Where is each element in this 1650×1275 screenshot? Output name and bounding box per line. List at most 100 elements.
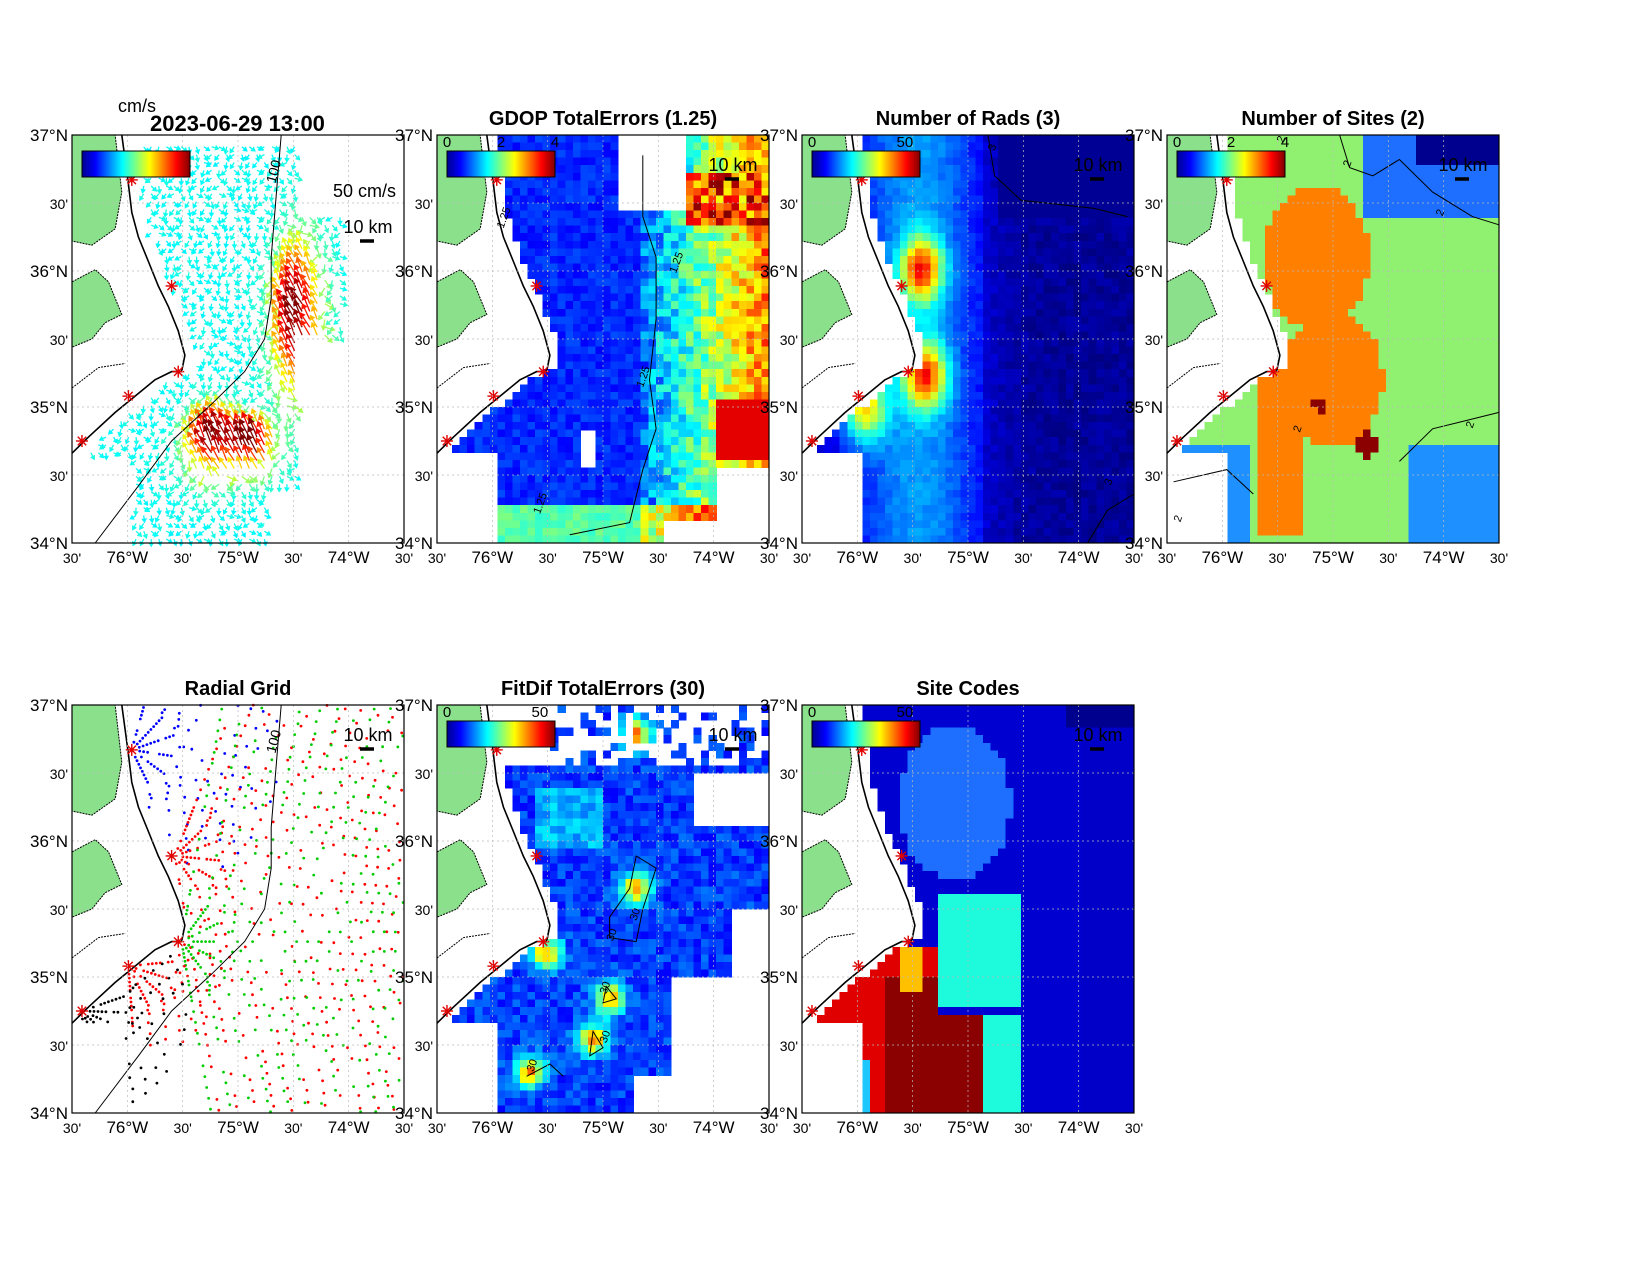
grid-cell — [998, 497, 1007, 506]
longitude-tick-label: 74°W — [1058, 548, 1100, 567]
grid-cell — [1028, 467, 1037, 476]
grid-cell — [618, 339, 627, 348]
grid-cell — [738, 437, 747, 446]
grid-cell — [655, 316, 664, 325]
grid-cell — [1310, 180, 1319, 189]
grid-cell — [968, 520, 977, 529]
grid-cell — [633, 437, 642, 446]
grid-cell — [663, 346, 672, 355]
grid-cell — [610, 203, 619, 212]
grid-cell — [1272, 180, 1281, 189]
grid-cell — [746, 233, 755, 242]
grid-cell — [1081, 520, 1090, 529]
grid-cell — [572, 376, 581, 385]
grid-cell — [907, 233, 916, 242]
grid-cell — [1118, 293, 1128, 302]
grid-cell — [930, 142, 939, 151]
grid-cell — [701, 346, 710, 355]
grid-cell — [504, 422, 514, 431]
grid-cell — [922, 278, 931, 287]
grid-cell — [648, 225, 657, 234]
current-vector — [186, 185, 193, 195]
grid-cell — [930, 437, 939, 446]
current-vector — [208, 209, 215, 218]
current-vector — [209, 201, 216, 210]
grid-cell — [1035, 323, 1045, 333]
grid-cell — [701, 497, 710, 506]
grid-cell — [968, 422, 977, 431]
grid-cell — [862, 475, 871, 484]
grid-cell — [746, 293, 755, 302]
grid-cell — [960, 316, 969, 325]
grid-cell — [998, 286, 1007, 295]
grid-cell — [603, 437, 612, 446]
grid-cell — [572, 384, 581, 393]
grid-cell — [990, 248, 999, 257]
grid-cell — [1043, 339, 1052, 348]
grid-cell — [1363, 157, 1372, 166]
grid-cell — [640, 429, 649, 438]
grid-cell — [1035, 308, 1045, 317]
grid-cell — [1066, 376, 1075, 385]
grid-cell — [1118, 475, 1128, 484]
grid-cell — [535, 475, 544, 484]
grid-cell — [693, 218, 702, 227]
grid-cell — [761, 429, 770, 438]
grid-cell — [1028, 180, 1037, 189]
grid-cell — [610, 444, 619, 453]
grid-cell — [960, 301, 969, 310]
current-vector — [215, 170, 222, 179]
grid-cell — [746, 331, 755, 340]
grid-cell — [922, 316, 931, 325]
grid-cell — [723, 286, 732, 295]
grid-cell — [1073, 459, 1082, 469]
grid-cell — [1310, 150, 1319, 159]
grid-cell — [1020, 369, 1029, 378]
grid-cell — [587, 195, 597, 204]
grid-cell — [670, 407, 680, 416]
grid-cell — [892, 520, 901, 529]
grid-cell — [915, 323, 924, 333]
grid-cell — [960, 512, 969, 521]
grid-cell — [990, 240, 999, 249]
grid-cell — [557, 407, 566, 416]
grid-cell — [693, 331, 702, 340]
grid-cell — [716, 346, 725, 355]
longitude-tick-label: 30' — [904, 550, 922, 566]
grid-cell — [1088, 180, 1097, 189]
grid-cell — [907, 414, 916, 423]
grid-cell — [1111, 497, 1120, 506]
grid-cell — [983, 150, 992, 159]
grid-cell — [746, 391, 755, 401]
grid-cell — [1013, 278, 1022, 287]
current-vector — [249, 208, 258, 214]
grid-cell — [1013, 135, 1022, 144]
grid-cell — [952, 520, 962, 529]
panel-title: GDOP TotalErrors (1.25) — [489, 108, 717, 130]
grid-cell — [686, 354, 695, 363]
grid-cell — [693, 323, 702, 333]
grid-cell — [701, 278, 710, 287]
grid-cell — [1028, 142, 1037, 151]
grid-cell — [1446, 135, 1455, 144]
grid-cell — [595, 135, 604, 144]
grid-cell — [1118, 180, 1128, 189]
grid-cell — [655, 278, 664, 287]
grid-cell — [930, 376, 939, 385]
grid-cell — [990, 535, 999, 544]
grid-cell — [1058, 210, 1067, 219]
grid-cell — [1111, 361, 1120, 370]
grid-cell — [892, 391, 901, 401]
grid-cell — [922, 142, 931, 151]
grid-cell — [1257, 180, 1266, 189]
grid-cell — [1081, 331, 1090, 340]
grid-cell — [542, 203, 551, 212]
grid-cell — [738, 323, 747, 333]
grid-cell — [610, 339, 619, 348]
scale-vector-label: 50 cm/s — [333, 181, 396, 201]
grid-cell — [504, 429, 514, 438]
grid-cell — [930, 293, 939, 302]
grid-cell — [1081, 512, 1090, 521]
grid-cell — [1058, 195, 1067, 204]
grid-cell — [565, 308, 574, 317]
